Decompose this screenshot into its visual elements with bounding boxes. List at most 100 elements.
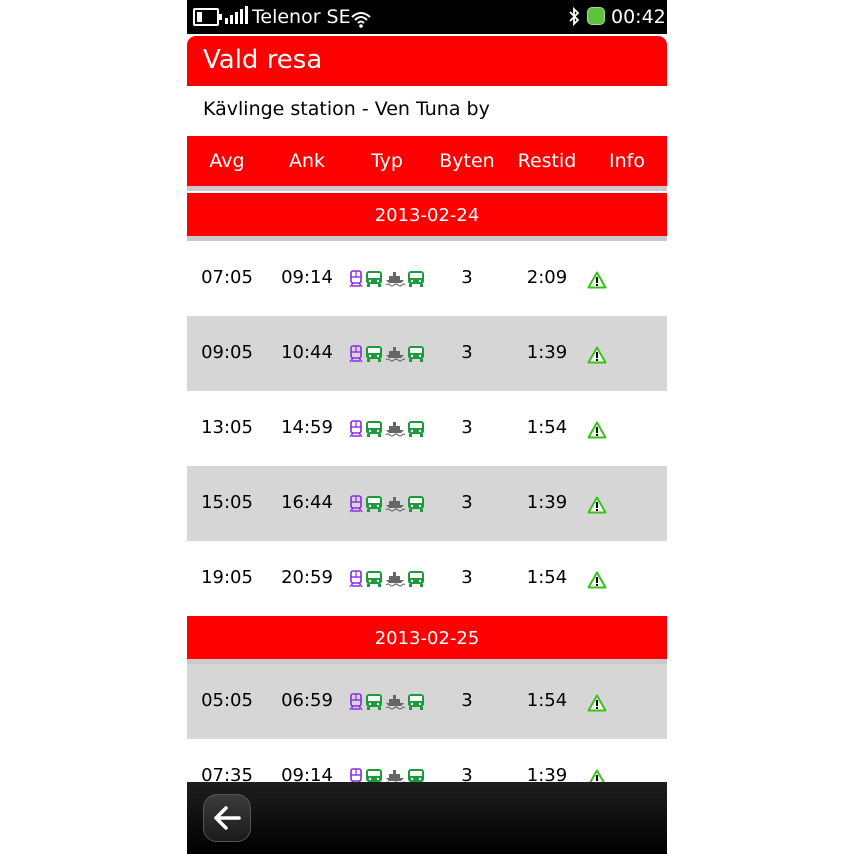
column-header: Avg Ank Typ Byten Restid Info <box>187 136 667 191</box>
status-indicator-icon <box>587 7 605 25</box>
train-icon <box>349 420 363 438</box>
bus-icon <box>365 420 383 438</box>
bus-icon <box>407 693 425 711</box>
trip-row[interactable]: 07:05 09:14 3 2:09 <box>187 241 667 316</box>
clock: 00:42 <box>611 6 666 28</box>
departure-time: 05:05 <box>201 690 253 711</box>
departure-time: 09:05 <box>201 342 253 363</box>
arrival-time: 09:14 <box>281 267 333 288</box>
column-header-restid: Restid <box>517 150 577 172</box>
departure-time: 13:05 <box>201 417 253 438</box>
date-label: 2013-02-24 <box>374 205 480 226</box>
departure-time: 07:05 <box>201 267 253 288</box>
page-title: Vald resa <box>203 45 323 75</box>
transfers-count: 3 <box>461 342 473 363</box>
arrival-time: 16:44 <box>281 492 333 513</box>
boat-icon <box>385 345 405 363</box>
transfers-count: 3 <box>461 690 473 711</box>
arrival-time: 14:59 <box>281 417 333 438</box>
travel-time: 1:54 <box>526 567 568 588</box>
transfers-count: 3 <box>461 267 473 288</box>
bluetooth-icon <box>567 0 581 34</box>
signal-icon <box>225 2 248 24</box>
train-icon <box>349 345 363 363</box>
arrival-time: 06:59 <box>281 690 333 711</box>
train-icon <box>349 693 363 711</box>
trip-row[interactable]: 07:35 09:14 3 1:39 <box>187 739 667 782</box>
travel-time: 1:54 <box>526 690 568 711</box>
boat-icon <box>385 570 405 588</box>
column-header-typ: Typ <box>371 150 403 172</box>
transfers-count: 3 <box>461 417 473 438</box>
warning-icon[interactable] <box>587 496 607 518</box>
warning-icon[interactable] <box>587 346 607 368</box>
trip-row[interactable]: 09:05 10:44 3 1:39 <box>187 316 667 391</box>
trip-row[interactable]: 05:05 06:59 3 1:54 <box>187 664 667 739</box>
departure-time: 19:05 <box>201 567 253 588</box>
boat-icon <box>385 420 405 438</box>
travel-time: 2:09 <box>526 267 568 288</box>
title-bar: Vald resa <box>187 36 667 86</box>
bus-icon <box>407 270 425 288</box>
date-label: 2013-02-25 <box>374 628 480 649</box>
arrow-left-icon <box>214 806 241 830</box>
bus-icon <box>407 768 425 782</box>
bus-icon <box>365 570 383 588</box>
wifi-icon <box>350 2 372 36</box>
transport-types <box>349 420 425 438</box>
transfers-count: 3 <box>461 492 473 513</box>
bus-icon <box>365 345 383 363</box>
bus-icon <box>407 495 425 513</box>
transfers-count: 3 <box>461 567 473 588</box>
bus-icon <box>407 570 425 588</box>
bus-icon <box>365 495 383 513</box>
bus-icon <box>365 693 383 711</box>
transport-types <box>349 270 425 288</box>
status-bar: Telenor SE 00:42 <box>187 0 667 34</box>
arrival-time: 09:14 <box>281 765 333 782</box>
bus-icon <box>365 768 383 782</box>
transport-types <box>349 345 425 363</box>
train-icon <box>349 570 363 588</box>
boat-icon <box>385 768 405 782</box>
transport-types <box>349 693 425 711</box>
transport-types <box>349 768 425 782</box>
travel-time: 1:54 <box>526 417 568 438</box>
column-header-byten: Byten <box>439 150 495 172</box>
train-icon <box>349 768 363 782</box>
phone-screen: Telenor SE 00:42 Vald resa Kävlinge stat… <box>187 0 667 854</box>
trip-list[interactable]: 2013-02-24 07:05 09:14 3 2:09 09:05 10:44 3 1:39… <box>187 191 667 782</box>
warning-icon[interactable] <box>587 694 607 716</box>
bottom-toolbar <box>187 782 667 854</box>
bus-icon <box>407 345 425 363</box>
boat-icon <box>385 270 405 288</box>
arrival-time: 20:59 <box>281 567 333 588</box>
trip-row[interactable]: 13:05 14:59 3 1:54 <box>187 391 667 466</box>
warning-icon[interactable] <box>587 769 607 782</box>
route-label: Kävlinge station - Ven Tuna by <box>203 98 490 120</box>
departure-time: 07:35 <box>201 765 253 782</box>
departure-time: 15:05 <box>201 492 253 513</box>
battery-icon <box>193 8 222 26</box>
column-header-info: Info <box>609 150 645 172</box>
date-header: 2013-02-24 <box>187 193 667 241</box>
travel-time: 1:39 <box>526 492 568 513</box>
arrival-time: 10:44 <box>281 342 333 363</box>
trip-row[interactable]: 19:05 20:59 3 1:54 <box>187 541 667 616</box>
warning-icon[interactable] <box>587 271 607 293</box>
transport-types <box>349 570 425 588</box>
back-button[interactable] <box>203 794 251 842</box>
bus-icon <box>365 270 383 288</box>
travel-time: 1:39 <box>526 342 568 363</box>
train-icon <box>349 495 363 513</box>
column-header-avg: Avg <box>209 150 245 172</box>
column-header-ank: Ank <box>288 150 326 172</box>
warning-icon[interactable] <box>587 571 607 593</box>
date-header: 2013-02-25 <box>187 616 667 664</box>
train-icon <box>349 270 363 288</box>
warning-icon[interactable] <box>587 421 607 443</box>
boat-icon <box>385 495 405 513</box>
transport-types <box>349 495 425 513</box>
bus-icon <box>407 420 425 438</box>
trip-row[interactable]: 15:05 16:44 3 1:39 <box>187 466 667 541</box>
